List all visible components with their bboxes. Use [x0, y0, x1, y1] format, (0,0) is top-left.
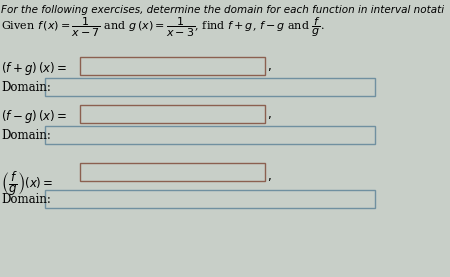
FancyBboxPatch shape — [80, 105, 265, 123]
Text: $(f-g)\,(x) =$: $(f-g)\,(x) =$ — [1, 108, 67, 125]
FancyBboxPatch shape — [80, 163, 265, 181]
Text: Domain:: Domain: — [1, 193, 51, 206]
Text: ,: , — [267, 108, 271, 121]
Text: For the following exercises, determine the domain for each function in interval : For the following exercises, determine t… — [1, 5, 444, 15]
Text: $(f+g)\,(x) =$: $(f+g)\,(x) =$ — [1, 60, 67, 77]
Text: ,: , — [267, 60, 271, 73]
Text: Domain:: Domain: — [1, 81, 51, 94]
FancyBboxPatch shape — [45, 78, 375, 96]
FancyBboxPatch shape — [45, 190, 375, 208]
Text: Given $f\,(x) = \dfrac{1}{x-7}$ and $g\,(x) = \dfrac{1}{x-3}$, find $f+g$, $f-g$: Given $f\,(x) = \dfrac{1}{x-7}$ and $g\,… — [1, 16, 325, 39]
Text: $\left(\dfrac{f}{g}\right)(x) =$: $\left(\dfrac{f}{g}\right)(x) =$ — [1, 170, 54, 198]
FancyBboxPatch shape — [45, 126, 375, 144]
Text: ,: , — [267, 170, 271, 183]
Text: Domain:: Domain: — [1, 129, 51, 142]
FancyBboxPatch shape — [80, 57, 265, 75]
